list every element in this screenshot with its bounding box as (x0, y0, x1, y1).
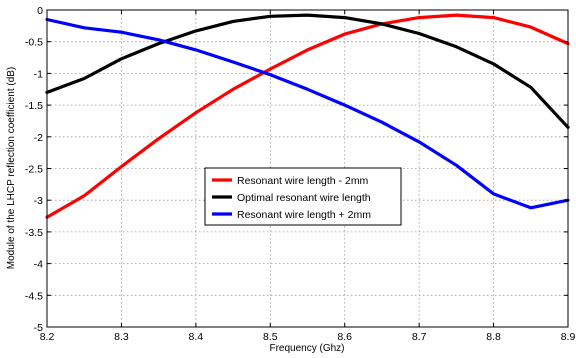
legend-label-minus-2mm: Resonant wire length - 2mm (237, 175, 369, 187)
y-tick-label: -4.5 (25, 290, 43, 302)
series-line-1 (45, 13, 570, 129)
x-tick-label: 8.8 (486, 331, 501, 343)
y-tick-label: -2 (34, 132, 43, 144)
y-tick-label: -5 (34, 322, 43, 334)
series-group (45, 13, 570, 219)
x-tick-label: 8.2 (40, 331, 55, 343)
x-tick-label: 8.7 (412, 331, 427, 343)
y-tick-label: -0.5 (25, 37, 43, 49)
x-axis-title: Frequency (Ghz) (269, 343, 344, 354)
y-tick-label: -4 (34, 259, 43, 271)
y-tick-label: 0 (37, 5, 43, 17)
x-tick-label: 8.9 (561, 331, 576, 343)
series-line-2 (45, 17, 570, 210)
x-tick-label: 8.3 (114, 331, 129, 343)
tick-labels: 8.2 8.3 8.4 8.5 8.6 8.7 8.8 8.9 0 -0.5 -1 -1.5 -2 -2.… (25, 5, 576, 343)
axis-ticks (46, 9, 569, 328)
y-axis-title: Module of the LHCP reflection coefficien… (6, 67, 17, 270)
legend-box (204, 167, 402, 226)
y-tick-label: -3.5 (25, 227, 43, 239)
legend: Resonant wire length - 2mm Optimal reson… (204, 167, 402, 226)
x-tick-label: 8.5 (263, 331, 278, 343)
legend-label-optimal: Optimal resonant wire length (237, 192, 371, 204)
x-tick-label: 8.4 (189, 331, 204, 343)
legend-label-plus-2mm: Resonant wire length + 2mm (237, 209, 371, 221)
y-tick-label: -3 (34, 195, 43, 207)
series-line-0 (45, 13, 570, 219)
x-tick-label: 8.6 (337, 331, 352, 343)
y-tick-label: -2.5 (25, 164, 43, 176)
y-tick-label: -1 (34, 68, 43, 80)
y-tick-label: -1.5 (25, 100, 43, 112)
